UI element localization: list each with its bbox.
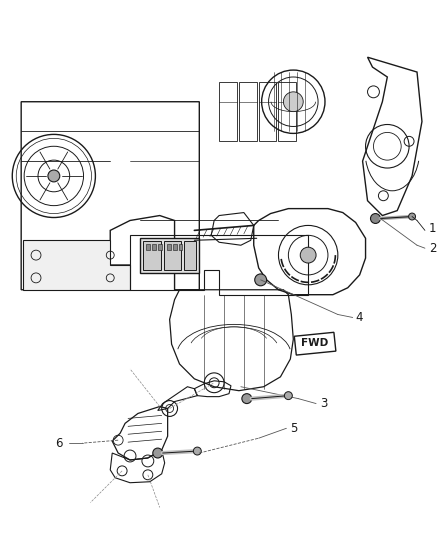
Bar — [166, 244, 171, 250]
Text: FWD: FWD — [301, 338, 328, 348]
Polygon shape — [294, 332, 336, 355]
Text: 3: 3 — [320, 397, 328, 410]
Bar — [179, 244, 183, 250]
Circle shape — [48, 170, 60, 182]
Bar — [239, 82, 257, 141]
Circle shape — [193, 447, 201, 455]
Circle shape — [284, 392, 292, 400]
Polygon shape — [23, 240, 130, 290]
Text: 1: 1 — [429, 222, 436, 235]
Circle shape — [242, 394, 252, 403]
Circle shape — [255, 274, 267, 286]
Circle shape — [371, 214, 380, 223]
Text: 2: 2 — [429, 241, 436, 255]
Circle shape — [153, 448, 162, 458]
Bar — [184, 241, 196, 270]
Bar — [173, 244, 177, 250]
Bar — [279, 82, 296, 141]
Bar — [259, 82, 276, 141]
Bar — [146, 244, 150, 250]
Text: 6: 6 — [55, 437, 63, 450]
Bar — [140, 238, 199, 273]
Bar — [158, 244, 162, 250]
Bar — [143, 241, 161, 270]
Circle shape — [409, 213, 416, 220]
Circle shape — [283, 92, 303, 111]
Text: 5: 5 — [290, 422, 298, 435]
Bar — [164, 241, 181, 270]
Bar — [219, 82, 237, 141]
Bar — [152, 244, 156, 250]
Bar — [16, 14, 420, 311]
Circle shape — [300, 247, 316, 263]
Text: 4: 4 — [356, 311, 363, 324]
